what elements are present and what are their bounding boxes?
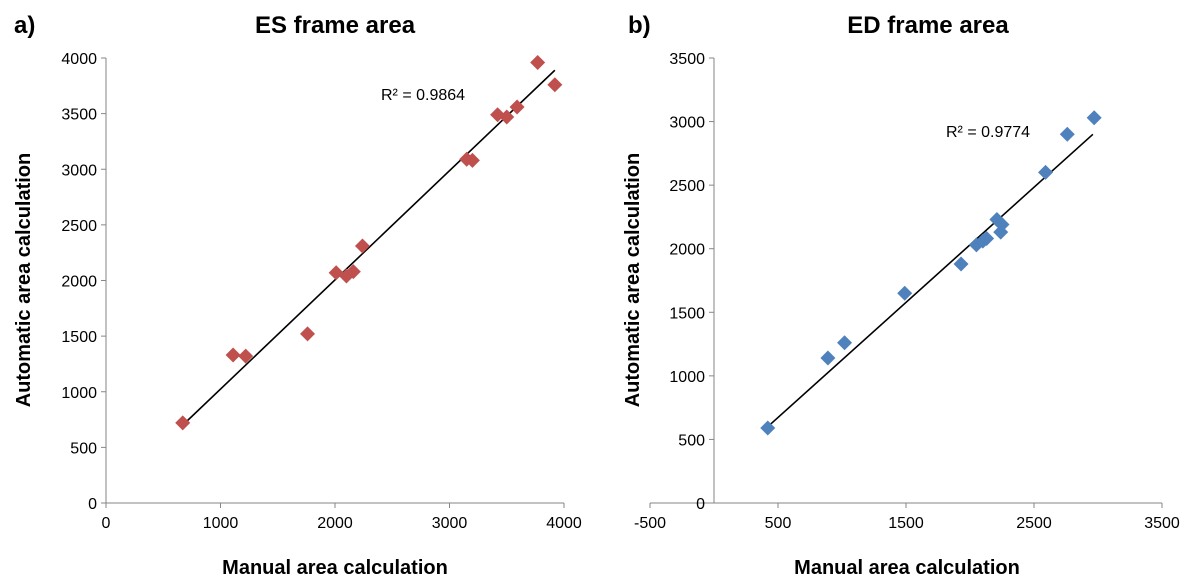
y-tick-label-b: 1000 <box>669 369 705 386</box>
data-point-b <box>979 231 995 247</box>
data-point-a <box>530 54 546 70</box>
data-point-b <box>1038 164 1054 180</box>
x-axis-title-a: Manual area calculation <box>222 557 448 579</box>
x-tick-label-a: 3000 <box>432 515 468 532</box>
x-axis-title-b: Manual area calculation <box>794 557 1020 579</box>
y-tick-label-a: 2500 <box>61 218 97 235</box>
x-tick-label-a: 4000 <box>546 515 582 532</box>
trendline-b <box>767 133 1094 428</box>
y-tick-label-b: 3000 <box>669 115 705 132</box>
x-tick-label-a: 2000 <box>317 515 353 532</box>
chart-title-b: ED frame area <box>847 12 1009 39</box>
plot-area-a: 0 1000 2000 3000 4000 0 500 1000 1500 2000 2500 300… <box>61 51 581 532</box>
data-point-b <box>994 217 1010 233</box>
data-point-a <box>238 348 254 364</box>
x-tick-label-b: 2500 <box>1016 515 1052 532</box>
data-point-a <box>464 152 480 168</box>
data-point-a <box>175 415 191 431</box>
data-point-a <box>354 238 370 254</box>
panel-label-a: a) <box>14 12 35 39</box>
data-point-a <box>300 326 316 342</box>
x-tick-label-a: 0 <box>102 515 111 532</box>
data-point-a <box>547 77 563 93</box>
data-point-b <box>820 350 836 366</box>
chart-panel-b: b) ED frame area Manual area calculation… <box>622 12 1180 579</box>
y-tick-label-a: 0 <box>88 496 97 513</box>
y-axis-title-b: Automatic area calculation <box>622 153 644 408</box>
data-point-b <box>897 285 913 301</box>
y-tick-label-a: 3500 <box>61 107 97 124</box>
y-tick-label-a: 3000 <box>61 162 97 179</box>
x-tick-label-b: 500 <box>765 515 792 532</box>
y-tick-label-b: 0 <box>696 496 705 513</box>
x-tick-label-b: 1500 <box>888 515 924 532</box>
y-axis-title-a: Automatic area calculation <box>13 153 35 408</box>
chart-panel-a: a) ES frame area Manual area calculation… <box>13 12 582 579</box>
data-point-a <box>225 347 241 363</box>
y-tick-label-a: 500 <box>70 440 97 457</box>
data-point-b <box>1059 126 1075 142</box>
x-tick-label-b: -500 <box>634 515 666 532</box>
data-point-a <box>499 109 515 125</box>
panel-label-b: b) <box>628 12 651 39</box>
r-squared-annotation-a: R² = 0.9864 <box>381 87 465 104</box>
y-tick-label-b: 500 <box>678 432 705 449</box>
y-tick-label-a: 4000 <box>61 51 97 68</box>
data-point-a <box>509 99 525 115</box>
x-tick-label-b: 3500 <box>1144 515 1180 532</box>
y-tick-label-b: 1500 <box>669 305 705 322</box>
y-tick-label-b: 2500 <box>669 178 705 195</box>
data-point-a <box>345 264 361 280</box>
data-point-b <box>953 256 969 272</box>
data-point-b <box>1086 110 1102 126</box>
r-squared-annotation-b: R² = 0.9774 <box>946 124 1030 141</box>
y-tick-label-a: 2000 <box>61 274 97 291</box>
x-tick-label-a: 1000 <box>203 515 239 532</box>
data-point-b <box>837 335 853 351</box>
plot-area-b: -500 500 1500 2500 3500 0 500 1000 1500 2000 2500 3… <box>634 51 1180 532</box>
y-tick-label-a: 1000 <box>61 385 97 402</box>
data-point-b <box>760 420 776 436</box>
y-tick-label-a: 1500 <box>61 329 97 346</box>
trendline-a <box>182 69 556 426</box>
y-tick-label-b: 3500 <box>669 51 705 68</box>
y-tick-label-b: 2000 <box>669 242 705 259</box>
chart-title-a: ES frame area <box>255 12 416 39</box>
